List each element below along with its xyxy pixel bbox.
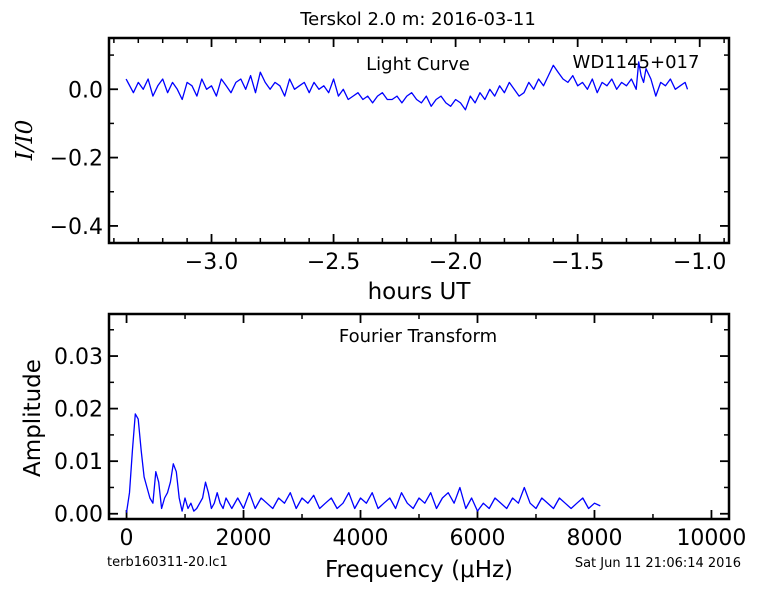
fourier-y-axis-label: Amplitude xyxy=(20,359,46,477)
x-tick-label: −2.0 xyxy=(429,250,482,275)
fourier-series xyxy=(125,413,601,513)
light-curve-line xyxy=(125,61,689,111)
light-curve-title: Light Curve xyxy=(366,54,470,75)
y-tick-label: 0.02 xyxy=(54,398,103,423)
light-curve-frame xyxy=(107,36,731,245)
figure-title: Terskol 2.0 m: 2016-03-11 xyxy=(299,9,536,30)
fourier-title: Fourier Transform xyxy=(339,326,497,347)
fourier-x-ticks: 0 2000 4000 6000 8000 10000 xyxy=(120,314,746,551)
x-tick-label: 4000 xyxy=(333,526,389,551)
fourier-frame xyxy=(107,312,731,521)
light-curve-x-ticks: −3.0 −2.5 −2.0 −1.5 −1.0 xyxy=(113,38,726,275)
x-tick-label: −3.0 xyxy=(185,250,238,275)
x-tick-label: 10000 xyxy=(676,526,746,551)
x-tick-label: 2000 xyxy=(216,526,272,551)
y-tick-label: −0.2 xyxy=(50,147,103,172)
file-name-label: terb160311-20.lc1 xyxy=(107,555,228,570)
x-tick-label: −2.5 xyxy=(307,250,360,275)
light-curve-y-ticks: 0.0 −0.2 −0.4 xyxy=(50,54,729,240)
x-tick-label: −1.0 xyxy=(673,250,726,275)
fourier-panel: Fourier Transform 0 2000 4000 6000 8000 10000… xyxy=(20,312,746,583)
x-tick-label: 8000 xyxy=(566,526,622,551)
x-tick-label: 0 xyxy=(120,526,134,551)
timestamp-label: Sat Jun 11 21:06:14 2016 xyxy=(575,556,741,571)
light-curve-y-axis-label: I/I0 xyxy=(12,120,38,162)
fourier-line xyxy=(125,413,601,513)
y-tick-label: 0.0 xyxy=(68,78,103,103)
y-tick-label: 0.00 xyxy=(54,503,103,528)
fourier-x-axis-label: Frequency (μHz) xyxy=(325,557,513,583)
y-tick-label: −0.4 xyxy=(50,215,103,240)
star-annotation: WD1145+017 xyxy=(573,52,700,73)
y-tick-label: 0.01 xyxy=(54,450,103,475)
y-tick-label: 0.03 xyxy=(54,345,103,370)
light-curve-panel: Light Curve WD1145+017 −3.0 −2.5 −2.0 −1.5−… xyxy=(12,36,731,305)
x-tick-label: 6000 xyxy=(449,526,505,551)
light-curve-series xyxy=(125,61,689,111)
fourier-y-ticks: 0.00 0.01 0.02 0.03 xyxy=(54,329,729,528)
x-tick-label: −1.5 xyxy=(551,250,604,275)
light-curve-x-axis-label: hours UT xyxy=(368,279,472,305)
